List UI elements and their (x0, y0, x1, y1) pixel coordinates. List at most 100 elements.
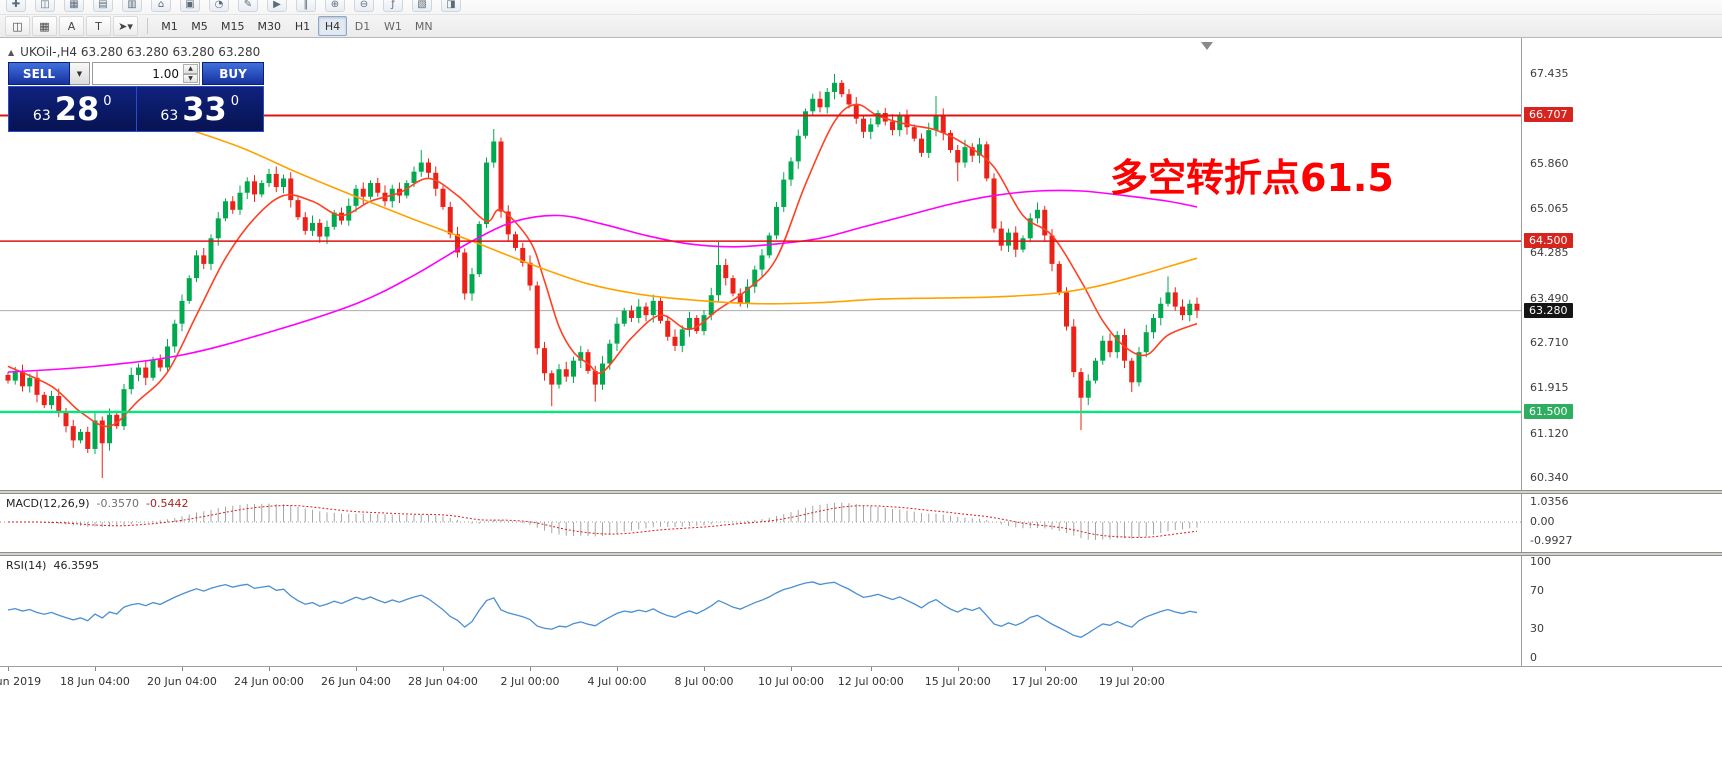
macd-header: MACD(12,26,9) -0.3570 -0.5442 (6, 497, 188, 510)
timeframe-button-m1[interactable]: M1 (155, 16, 184, 36)
time-axis-label: 18 Jun 04:00 (60, 675, 130, 688)
buy-button[interactable]: BUY (202, 62, 264, 85)
time-axis-tick (182, 667, 183, 671)
order-type-dropdown[interactable]: ▼ (70, 62, 90, 85)
indicators-icon[interactable]: ƒ (383, 0, 403, 12)
rsi-canvas[interactable] (0, 556, 1521, 666)
trade-panel-toggle-icon[interactable]: ▲ (8, 47, 15, 57)
price-axis[interactable]: 67.435 65.860 65.065 64.285 63.490 62.710 61.9… (1521, 38, 1722, 700)
time-axis-label: 17 Jul 20:00 (1011, 675, 1078, 688)
price-axis-label: 65.860 (1530, 156, 1569, 170)
macd-value-main: -0.3570 (96, 497, 140, 510)
timeframe-button-w1[interactable]: W1 (378, 16, 408, 36)
zoom-out-icon[interactable]: ⊖ (354, 0, 374, 12)
time-axis-label: 19 Jul 20:00 (1098, 675, 1165, 688)
timeframe-button-h4[interactable]: H4 (318, 16, 347, 36)
time-axis-label: 15 Jul 20:00 (924, 675, 991, 688)
chart-window-icon[interactable]: ◫ (35, 0, 55, 12)
navigator-icon[interactable]: ⌂ (151, 0, 171, 12)
sell-price[interactable]: 63 28 0 (9, 87, 137, 131)
time-axis-label: 14 Jun 2019 (0, 675, 42, 688)
macd-canvas[interactable] (0, 494, 1521, 552)
text-box-icon[interactable]: T (86, 16, 111, 36)
text-label-icon[interactable]: A (59, 16, 84, 36)
rsi-label: RSI(14) (6, 559, 47, 572)
price-axis-label: 61.120 (1530, 426, 1569, 440)
rsi-axis-label: 70 (1530, 583, 1544, 597)
draw-tools-icon[interactable]: ➤▾ (113, 16, 138, 36)
timeframe-button-mn[interactable]: MN (409, 16, 439, 36)
toolbar-row-chart-tools: ◫ ▦ A T ➤▾ M1 M5 M15 M30 H1 H4 D1 W1 MN (0, 15, 1722, 37)
price-axis-label: 61.915 (1530, 381, 1569, 395)
timeframe-button-m5[interactable]: M5 (185, 16, 214, 36)
sell-price-small: 63 (32, 108, 51, 124)
sell-price-big: 28 (54, 90, 100, 128)
rsi-axis-label: 0 (1530, 651, 1537, 664)
volume-input[interactable]: 1.00 ▲ ▼ (92, 62, 200, 85)
volume-spinner[interactable]: ▲ ▼ (183, 64, 198, 83)
time-axis-label: 24 Jun 00:00 (234, 675, 304, 688)
timeframe-button-m30[interactable]: M30 (252, 16, 288, 36)
price-axis-label: 63.490 (1530, 291, 1569, 305)
market-watch-icon[interactable]: ▤ (93, 0, 113, 12)
macd-panel[interactable]: MACD(12,26,9) -0.3570 -0.5442 (0, 494, 1521, 552)
rsi-axis-label: 30 (1530, 622, 1544, 636)
metaeditor-icon[interactable]: ✎ (238, 0, 258, 12)
time-axis-tick (8, 667, 9, 671)
autotrading-icon[interactable]: ▶ (267, 0, 287, 12)
time-axis-tick (443, 667, 444, 671)
tile-windows-icon[interactable]: ◨ (441, 0, 461, 12)
rsi-axis-label: 100 (1530, 555, 1551, 568)
time-axis-label: 2 Jul 00:00 (500, 675, 560, 688)
templates-icon[interactable]: ▧ (412, 0, 432, 12)
one-click-trading-panel: SELL ▼ 1.00 ▲ ▼ BUY 63 28 0 63 33 0 (8, 62, 264, 132)
charts-group-icon[interactable]: ◫ (5, 16, 30, 36)
panel-splitter[interactable] (0, 552, 1722, 556)
spin-up-icon[interactable]: ▲ (183, 64, 198, 74)
price-axis-label: 60.340 (1530, 470, 1569, 484)
timeframe-button-d1[interactable]: D1 (348, 16, 377, 36)
chart-annotation-text[interactable]: 多空转折点61.5 (1110, 156, 1394, 200)
price-axis-label: 64.285 (1530, 246, 1569, 260)
time-axis-label: 4 Jul 00:00 (587, 675, 647, 688)
macd-axis-label: 1.0356 (1530, 495, 1569, 508)
time-axis-tick (870, 667, 872, 671)
macd-value-signal: -0.5442 (146, 497, 189, 510)
strategy-tester-icon[interactable]: ◔ (209, 0, 229, 12)
buy-price-big: 33 (182, 90, 227, 128)
current-bid-price-badge: 63.280 (1524, 302, 1573, 318)
timeframe-button-h1[interactable]: H1 (288, 16, 317, 36)
layout-grid-icon[interactable]: ▦ (32, 16, 57, 36)
timeframe-button-m15[interactable]: M15 (215, 16, 251, 36)
time-axis-tick (1131, 667, 1133, 671)
bid-ask-display: 63 28 0 63 33 0 (8, 86, 264, 132)
time-axis-label: 12 Jul 00:00 (837, 675, 904, 688)
time-axis-label: 26 Jun 04:00 (321, 675, 391, 688)
bar-chart-mode-icon[interactable]: ║ (296, 0, 316, 12)
main-chart-panel[interactable]: ▲ UKOil-,H4 63.280 63.280 63.280 63.280 … (0, 38, 1521, 490)
macd-label: MACD(12,26,9) (6, 497, 90, 510)
zoom-in-icon[interactable]: ⊕ (325, 0, 345, 12)
main-toolbar: ✚ ◫ ▦ ▤ ▥ ⌂ ▣ ◔ ✎ ▶ ║ ⊕ ⊖ ƒ ▧ ◨ ◫ ▦ A T ➤▾ M1 M5 M15 M30 H1… (0, 0, 1722, 38)
time-axis-tick (530, 667, 531, 671)
panel-splitter[interactable] (0, 490, 1722, 494)
time-axis[interactable]: 14 Jun 2019 18 Jun 04:00 20 Jun 04:00 24 Ju… (0, 666, 1722, 700)
profiles-icon[interactable]: ▦ (64, 0, 84, 12)
timeframe-button-group: M1 M5 M15 M30 H1 H4 D1 W1 MN (155, 16, 440, 36)
toolbar-row-standard: ✚ ◫ ▦ ▤ ▥ ⌂ ▣ ◔ ✎ ▶ ║ ⊕ ⊖ ƒ ▧ ◨ (0, 0, 1722, 15)
terminal-icon[interactable]: ▣ (180, 0, 200, 12)
new-order-icon[interactable]: ✚ (6, 0, 26, 12)
resistance-line-price-badge: 66.707 (1524, 107, 1573, 123)
time-axis-tick (617, 667, 618, 671)
sell-button[interactable]: SELL (8, 62, 70, 85)
time-axis-tick (791, 667, 792, 671)
symbol-ohlc-label: UKOil-,H4 63.280 63.280 63.280 63.280 (20, 45, 261, 59)
data-window-icon[interactable]: ▥ (122, 0, 142, 12)
time-axis-label: 8 Jul 00:00 (674, 675, 734, 688)
rsi-header: RSI(14) 46.3595 (6, 559, 99, 572)
buy-price-sup: 0 (230, 94, 240, 109)
rsi-panel[interactable]: RSI(14) 46.3595 (0, 556, 1521, 666)
spin-down-icon[interactable]: ▼ (183, 73, 198, 83)
price-axis-border (1521, 38, 1522, 666)
buy-price[interactable]: 63 33 0 (137, 87, 264, 131)
